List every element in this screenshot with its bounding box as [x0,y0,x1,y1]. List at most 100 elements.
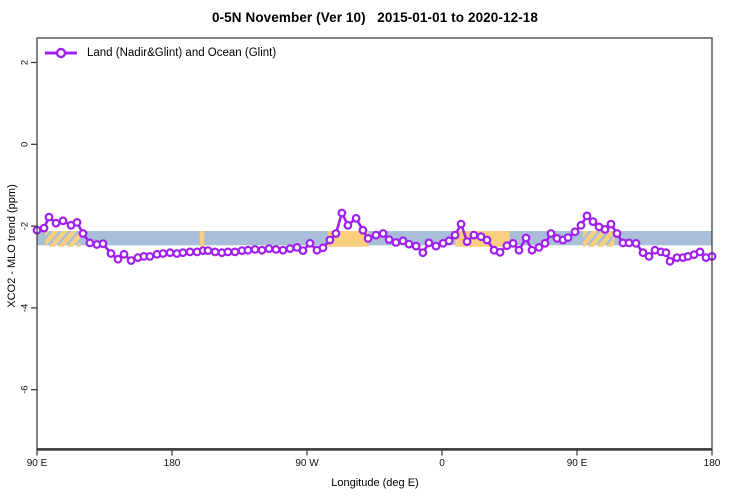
data-point-marker [58,216,68,226]
data-point-marker [424,238,434,248]
x-tick-label: 90 E [27,458,48,469]
data-point-marker [113,254,123,264]
data-point-marker [98,239,108,249]
data-point-marker [456,219,466,229]
data-point-marker [411,241,421,251]
legend: Land (Nadir&Glint) and Ocean (Glint) [44,46,276,60]
data-point-marker [250,244,260,254]
data-point-marker [230,247,240,257]
data-point-marker [223,247,233,257]
data-point-marker [305,238,315,248]
data-point-marker [391,238,401,247]
data-point-marker [285,244,295,254]
data-point-marker [343,220,353,230]
data-point-marker [404,239,414,249]
data-point-marker [644,251,654,261]
data-point-marker [576,220,586,230]
orange-band-patch [199,231,205,247]
data-point-marker [695,247,705,257]
data-point-marker [514,245,524,255]
data-point-marker [521,233,531,243]
data-point-marker [631,238,641,248]
data-point-marker [337,208,347,218]
data-point-marker [119,249,129,259]
x-tick-label: 180 [164,458,181,469]
data-point-marker [39,223,49,233]
y-tick-label: 0 [20,142,31,147]
orange-band-patch [45,231,81,247]
data-point-marker [318,243,328,253]
data-point-marker [145,251,155,261]
data-point-marker [495,247,505,257]
data-point-marker [563,233,573,243]
data-point-marker [72,217,82,227]
data-point-marker [278,245,288,255]
data-point-marker [612,229,622,238]
data-point-marker [418,248,428,258]
data-point-marker [165,248,175,258]
data-point-marker [85,238,95,248]
data-point-marker [126,256,136,265]
x-tick-label: 90 E [567,458,588,469]
y-axis-title: XCO2 - MLO trend (ppm) [6,184,18,308]
data-point-marker [450,230,460,240]
data-point-marker [534,242,544,252]
data-point-marker [588,217,598,227]
legend-label: Land (Nadir&Glint) and Ocean (Glint) [87,47,277,59]
data-point-marker [178,248,188,258]
data-point-marker [271,244,281,254]
legend-marker-icon [45,47,77,59]
data-point-marker [462,237,472,247]
data-point-marker [158,249,168,258]
data-point-marker [582,211,592,221]
x-axis-title: Longitude (deg E) [331,477,419,489]
data-point-marker [358,225,368,235]
chart-title: 0-5N November (Ver 10) 2015-01-01 to 202… [211,10,539,25]
data-point-marker [298,246,308,256]
x-axis-baseline [37,448,712,451]
data-point-marker [661,248,671,258]
data-point-marker [638,248,648,258]
data-point-marker [624,238,634,248]
data-point-marker [444,236,454,246]
data-point-marker [351,213,361,223]
data-point-marker [570,227,580,237]
data-point-marker [203,246,213,256]
x-tick-label: 180 [704,458,721,469]
data-point-marker [384,235,394,245]
orange-band-patch [583,231,615,247]
plot-box [36,37,713,451]
data-point-marker [243,245,253,255]
data-point-marker [363,233,373,243]
data-point-marker [431,241,441,251]
data-point-marker [185,247,195,257]
y-tick-label: -2 [20,222,31,230]
data-point-marker [546,229,556,238]
data-point-marker [257,245,267,255]
data-point-marker [106,249,116,258]
data-point-marker [527,245,537,255]
data-point-marker [469,230,479,240]
y-tick-label: 2 [20,60,31,65]
data-point-marker [264,244,274,254]
data-point-marker [606,219,616,229]
data-point-marker [51,218,61,228]
data-point-marker [600,224,610,234]
x-tick-label: 90 W [295,458,319,469]
data-point-marker [371,230,381,240]
data-point-marker [540,238,550,248]
data-point-marker [44,212,54,222]
data-point-marker [78,229,88,238]
data-point-marker [210,247,220,257]
x-tick-label: 0 [439,458,445,469]
data-point-marker [331,229,341,238]
data-point-marker [482,235,492,245]
y-tick-label: -6 [20,385,31,393]
data-point-marker [325,235,335,245]
data-point-marker [508,238,518,248]
data-point-marker [665,256,675,266]
y-tick-label: -4 [20,304,31,312]
data-point-marker [378,229,388,238]
